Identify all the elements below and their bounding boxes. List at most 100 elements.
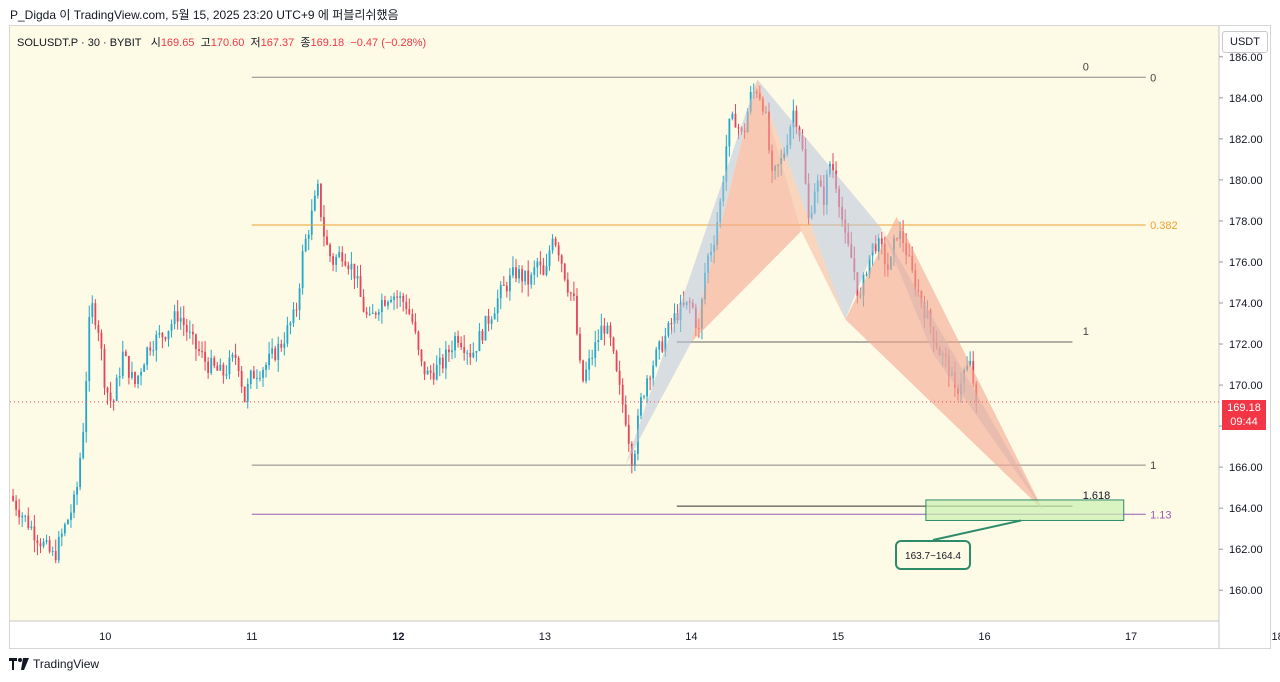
candle-body <box>274 348 277 360</box>
candle-body <box>39 543 42 547</box>
candle-body <box>624 404 627 425</box>
candle-body <box>466 352 469 354</box>
target-zone-pointer <box>932 519 1022 541</box>
candle-body <box>652 365 655 379</box>
tradingview-logo[interactable]: TradingView <box>9 657 99 671</box>
candle-body <box>307 234 310 239</box>
pattern-blue-mid <box>757 79 882 320</box>
candle-body <box>646 378 648 397</box>
candle-body <box>210 357 213 374</box>
x-tick-label: 11 <box>246 631 257 643</box>
candle-body <box>88 316 91 382</box>
tradingview-logo-text: TradingView <box>33 657 100 671</box>
candle-body <box>97 325 100 333</box>
candle-body <box>45 540 48 542</box>
candle-body <box>566 279 569 293</box>
candle-body <box>173 311 176 325</box>
candle-body <box>319 183 322 218</box>
candle-body <box>551 238 554 251</box>
y-tick-label: 182.00 <box>1229 134 1263 146</box>
y-tick-label: 186.00 <box>1229 52 1263 64</box>
candle-body <box>243 386 246 402</box>
candle-body <box>124 351 127 357</box>
candle-body <box>255 378 258 380</box>
candle-body <box>399 295 402 298</box>
candle-body <box>563 263 566 280</box>
candle-body <box>515 267 517 279</box>
chart-frame <box>9 25 1271 649</box>
candle-body <box>667 323 670 336</box>
currency-button[interactable]: USDT <box>1222 31 1268 53</box>
current-price-value: 169.18 <box>1227 402 1261 414</box>
candle-body <box>597 340 600 342</box>
candle-body <box>475 351 478 353</box>
candle-body <box>612 337 615 352</box>
y-tick-label: 172.00 <box>1229 339 1263 351</box>
current-price-badge: 169.18 09:44 <box>1222 400 1266 430</box>
candle-body <box>112 400 115 402</box>
x-tick-label: 13 <box>539 631 551 643</box>
candle-body <box>832 164 834 171</box>
candle-body <box>283 343 286 348</box>
candle-body <box>414 321 417 332</box>
candle-body <box>371 312 374 314</box>
x-tick-label: 18 <box>1271 631 1280 643</box>
candle-body <box>728 118 731 147</box>
candle-body <box>499 284 502 299</box>
y-tick-label: 162.00 <box>1229 544 1263 556</box>
plot-background <box>10 26 1219 621</box>
candle-body <box>362 296 365 312</box>
y-tick-label: 184.00 <box>1229 93 1263 105</box>
candle-body <box>548 250 551 267</box>
candle-body <box>85 381 88 433</box>
candle-body <box>725 146 728 182</box>
y-tick-label: 178.00 <box>1229 216 1263 228</box>
candle-body <box>182 317 185 325</box>
candle-body <box>627 424 630 444</box>
candle-body <box>316 183 319 196</box>
candle-body <box>554 238 557 246</box>
candle-body <box>338 252 341 257</box>
candle-body <box>94 303 97 326</box>
candle-body <box>454 336 456 351</box>
candle-body <box>633 453 636 466</box>
candle-body <box>880 238 883 244</box>
candle-body <box>170 324 173 331</box>
candle-body <box>252 370 255 379</box>
candle-body <box>390 299 392 302</box>
candle-body <box>594 341 597 358</box>
candle-body <box>588 358 591 370</box>
candle-body <box>542 265 545 275</box>
candle-body <box>673 313 676 325</box>
candle-body <box>335 256 338 265</box>
candle-body <box>606 325 609 334</box>
candle-body <box>658 341 661 350</box>
candle-body <box>780 158 783 165</box>
candle-body <box>259 377 261 379</box>
fib-level-0382-label: 0.382 <box>1150 220 1178 232</box>
candle-body <box>380 300 383 313</box>
candle-body <box>582 360 584 382</box>
candle-body <box>396 296 399 298</box>
candle-body <box>356 276 359 279</box>
candle-body <box>277 343 280 360</box>
candle-body <box>530 274 533 285</box>
high-label: 고 <box>200 37 211 49</box>
candle-body <box>106 387 109 393</box>
candle-body <box>155 334 158 351</box>
candle-body <box>444 349 447 369</box>
candle-body <box>484 315 487 341</box>
candle-body <box>118 376 121 378</box>
candle-body <box>310 210 313 235</box>
candle-body <box>621 384 624 405</box>
candle-body <box>868 255 871 275</box>
candle-body <box>329 244 331 257</box>
pattern-blue-left <box>625 79 758 466</box>
candle-body <box>387 301 389 306</box>
candle-body <box>353 263 356 279</box>
candle-body <box>207 361 210 374</box>
candle-body <box>341 252 344 262</box>
candle-body <box>527 270 530 285</box>
candle-body <box>15 500 18 510</box>
